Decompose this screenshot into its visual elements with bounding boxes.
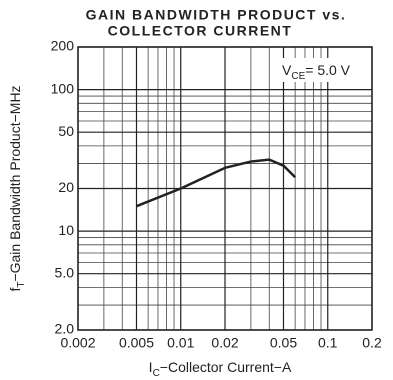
x-tick-label: 0.01: [167, 335, 194, 351]
annotation-sub: CE: [291, 71, 305, 82]
x-axis-label-main: I: [149, 359, 153, 375]
y-tick-label: 100: [51, 80, 75, 96]
x-tick-label: 0.002: [60, 335, 95, 351]
y-tick-label: 50: [58, 123, 74, 139]
y-tick-label: 200: [51, 38, 75, 54]
line: [136, 158, 297, 208]
x-tick-label: 0.1: [318, 335, 338, 351]
chart-title: COLLECTOR CURRENT: [108, 23, 293, 39]
annotation-bg: [276, 58, 366, 82]
y-axis-label-main: f: [7, 288, 23, 292]
x-axis-label-sub: C: [153, 368, 160, 379]
y-axis-label-rest: −Gain Bandwidth Product−MHz: [7, 85, 23, 281]
y-axis-label: fT−Gain Bandwidth Product−MHz: [7, 85, 27, 291]
plot-frame: [77, 46, 373, 331]
x-axis-label: IC−Collector Current−A: [149, 359, 292, 379]
annotation-rest: = 5.0 V: [305, 62, 350, 78]
annotation-main: V: [282, 62, 292, 78]
y-tick-label: 5.0: [55, 264, 75, 280]
x-axis-label-rest: −Collector Current−A: [160, 359, 292, 375]
x-tick-label: 0.005: [119, 335, 154, 351]
y-tick-label: 10: [58, 222, 74, 238]
x-tick-label: 0.05: [270, 335, 297, 351]
y-tick-label: 2.0: [55, 321, 75, 337]
x-tick-label: 0.02: [211, 335, 238, 351]
x-tick-label: 0.2: [362, 335, 382, 351]
y-tick-label: 20: [58, 179, 74, 195]
annotation: VCE= 5.0 V: [282, 62, 351, 82]
chart-title: GAIN BANDWIDTH PRODUCT vs.: [86, 7, 347, 23]
y-axis-label-sub: T: [16, 282, 27, 288]
